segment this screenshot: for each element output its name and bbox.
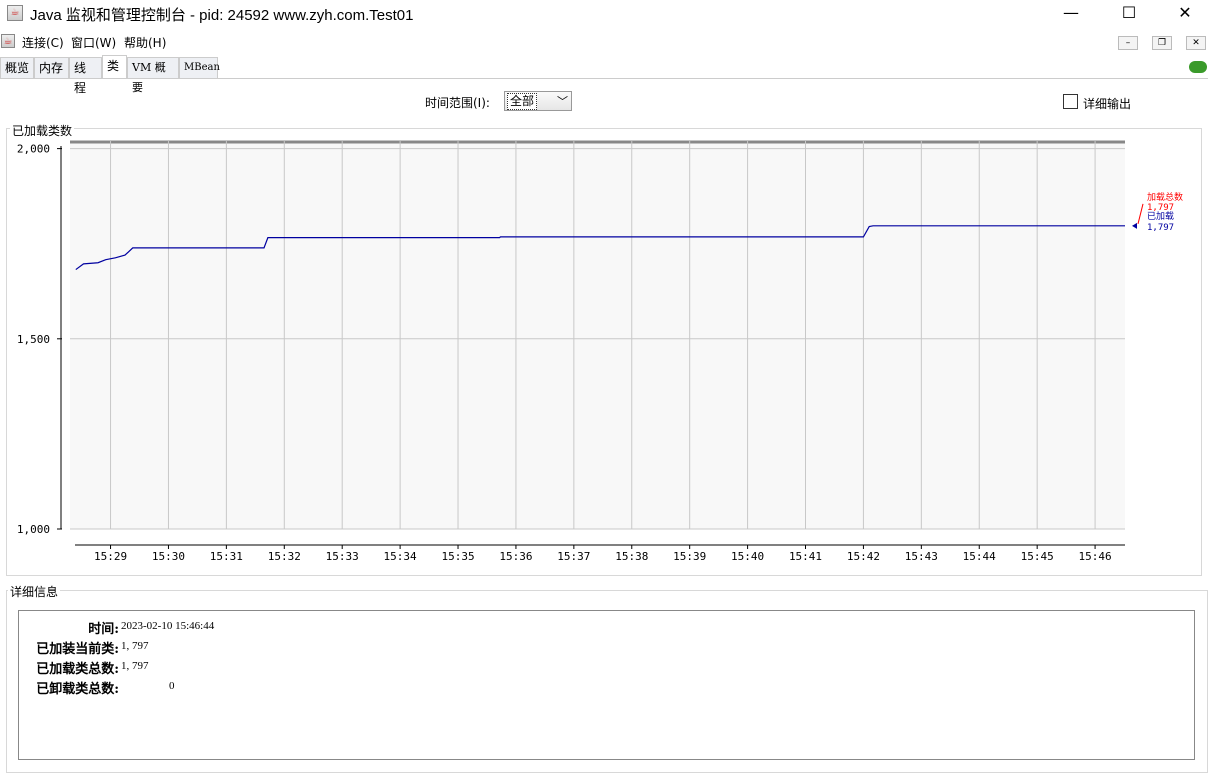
detail-key-time: 时间: [88, 622, 119, 637]
x-tick-label: 15:44 [963, 550, 996, 563]
tab-memory[interactable]: 内存 [34, 57, 69, 78]
chevron-down-icon: ﹀ [557, 95, 568, 108]
tab-overview[interactable]: 概览 [0, 57, 34, 78]
y-tick-label: 1,500 [17, 333, 50, 346]
chart-panel-title: 已加载类数 [10, 122, 75, 139]
x-tick-label: 15:31 [210, 550, 243, 563]
x-tick-label: 15:42 [847, 550, 880, 563]
close-button[interactable]: ✕ [1178, 3, 1192, 22]
details-title: 详细信息 [8, 583, 61, 600]
minimize-button[interactable]: — [1063, 3, 1079, 22]
time-range-value: 全部 [507, 93, 538, 110]
x-tick-label: 15:33 [326, 550, 359, 563]
legend-connector [1137, 203, 1144, 224]
mdi-close-button[interactable]: ✕ [1186, 36, 1206, 50]
detail-value-current-loaded: 1, 797 [121, 640, 149, 652]
x-tick-label: 15:29 [94, 550, 127, 563]
tab-classes[interactable]: 类 [102, 55, 127, 78]
maximize-button[interactable]: ☐ [1121, 3, 1137, 22]
mdi-minimize-button[interactable]: – [1118, 36, 1138, 50]
connection-status-icon [1189, 61, 1207, 73]
x-tick-label: 15:34 [384, 550, 417, 563]
legend-text-3: 1,797 [1147, 223, 1174, 233]
detail-key-current-loaded: 已加装当前类: [36, 642, 119, 657]
legend-text-2: 已加载 [1147, 210, 1174, 222]
loaded-classes-panel [6, 128, 1202, 576]
details-box: 时间: 2023-02-10 15:46:44 已加装当前类: 1, 797 已… [18, 610, 1195, 760]
menu-bar: ☕ [0, 30, 1208, 52]
detail-value-total-loaded: 1, 797 [121, 660, 149, 672]
detail-value-total-unloaded: 0 [169, 680, 175, 692]
time-range-label: 时间范围(I): [425, 96, 490, 110]
detail-value-time: 2023-02-10 15:46:44 [121, 620, 215, 632]
legend-text-1: 1,797 [1147, 203, 1174, 213]
current-value-marker [1132, 222, 1137, 229]
x-tick-label: 15:30 [152, 550, 185, 563]
menu-window[interactable]: 窗口(W) [71, 36, 117, 50]
mdi-restore-button[interactable]: ❐ [1152, 36, 1172, 50]
x-tick-label: 15:36 [499, 550, 532, 563]
x-tick-label: 15:46 [1079, 550, 1112, 563]
x-tick-label: 15:40 [731, 550, 764, 563]
verbose-label: 详细输出 [1083, 97, 1132, 111]
x-tick-label: 15:41 [789, 550, 822, 563]
tab-mbean[interactable]: MBean [179, 57, 220, 78]
verbose-checkbox[interactable] [1063, 94, 1078, 109]
title-bar: ☕ Java 监视和管理控制台 - pid: 24592 www.zyh.com… [0, 0, 1208, 28]
detail-key-total-unloaded: 已卸载类总数: [36, 682, 119, 697]
legend-text-0: 加载总数 [1147, 191, 1183, 203]
y-tick-label: 2,000 [17, 143, 50, 156]
y-tick-label: 1,000 [17, 523, 50, 536]
x-tick-label: 15:32 [268, 550, 301, 563]
java-app-icon: ☕ [7, 5, 23, 21]
x-tick-label: 15:38 [615, 550, 648, 563]
series-line-0 [75, 225, 1125, 271]
detail-key-total-loaded: 已加载类总数: [36, 662, 119, 677]
window-title: Java 监视和管理控制台 - pid: 24592 www.zyh.com.T… [30, 7, 414, 24]
plot-background [70, 141, 1125, 529]
loaded-classes-chart: 15:29 15:30 15:31 15:32 15:33 15:34 15:35 15:36… [17, 140, 1183, 563]
menu-connect[interactable]: 连接(C) [22, 36, 64, 50]
x-tick-label: 15:35 [441, 550, 474, 563]
tab-threads[interactable]: 线程 [69, 57, 102, 95]
x-tick-label: 15:45 [1021, 550, 1054, 563]
x-tick-label: 15:43 [905, 550, 938, 563]
time-range-select[interactable]: 全部 ﹀ [504, 91, 572, 111]
x-tick-label: 15:37 [557, 550, 590, 563]
x-tick-label: 15:39 [673, 550, 706, 563]
tab-vm-summary[interactable]: VM 概要 [127, 57, 179, 94]
menu-help[interactable]: 帮助(H) [124, 36, 167, 50]
java-menu-icon: ☕ [1, 34, 15, 48]
